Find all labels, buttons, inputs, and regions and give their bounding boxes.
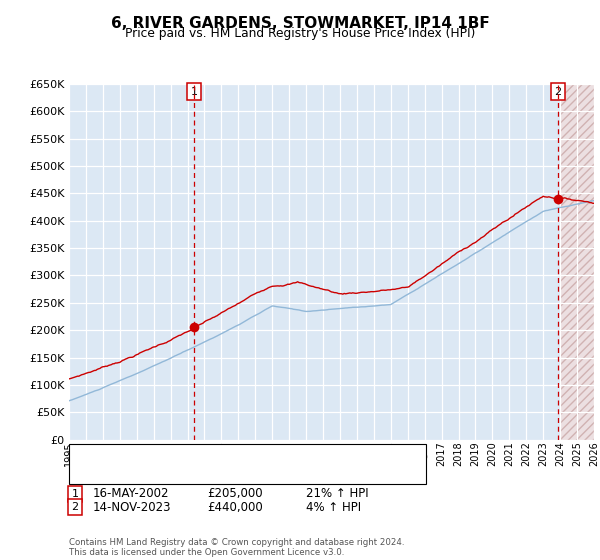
Text: 4% ↑ HPI: 4% ↑ HPI (306, 501, 361, 514)
Text: £440,000: £440,000 (207, 501, 263, 514)
Text: 14-NOV-2023: 14-NOV-2023 (93, 501, 172, 514)
Text: 21% ↑ HPI: 21% ↑ HPI (306, 487, 368, 501)
Text: HPI: Average price, detached house, Mid Suffolk: HPI: Average price, detached house, Mid … (102, 469, 353, 479)
Text: 1: 1 (190, 87, 197, 97)
Text: 16-MAY-2002: 16-MAY-2002 (93, 487, 170, 501)
Text: Price paid vs. HM Land Registry's House Price Index (HPI): Price paid vs. HM Land Registry's House … (125, 27, 475, 40)
Text: 1: 1 (71, 489, 79, 499)
Text: 6, RIVER GARDENS, STOWMARKET, IP14 1BF: 6, RIVER GARDENS, STOWMARKET, IP14 1BF (110, 16, 490, 31)
Text: Contains HM Land Registry data © Crown copyright and database right 2024.
This d: Contains HM Land Registry data © Crown c… (69, 538, 404, 557)
Text: £205,000: £205,000 (207, 487, 263, 501)
Text: 6, RIVER GARDENS, STOWMARKET, IP14 1BF (detached house): 6, RIVER GARDENS, STOWMARKET, IP14 1BF (… (102, 451, 428, 461)
Text: 2: 2 (71, 502, 79, 512)
Text: 2: 2 (554, 87, 562, 97)
